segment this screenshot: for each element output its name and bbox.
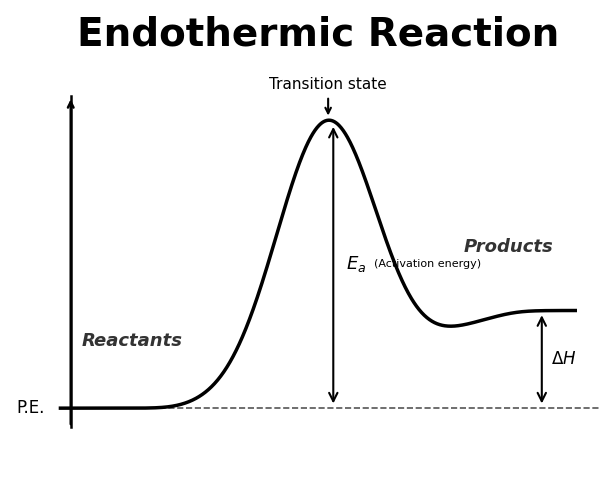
Text: P.E.: P.E. (17, 399, 45, 417)
Text: (Activation energy): (Activation energy) (375, 259, 482, 269)
Text: Products: Products (463, 238, 553, 256)
Title: Endothermic Reaction: Endothermic Reaction (77, 15, 559, 53)
Text: $\Delta H$: $\Delta H$ (551, 350, 577, 368)
Text: $E_a$: $E_a$ (346, 254, 367, 274)
Text: Reactants: Reactants (82, 332, 183, 350)
Text: Transition state: Transition state (269, 77, 387, 92)
